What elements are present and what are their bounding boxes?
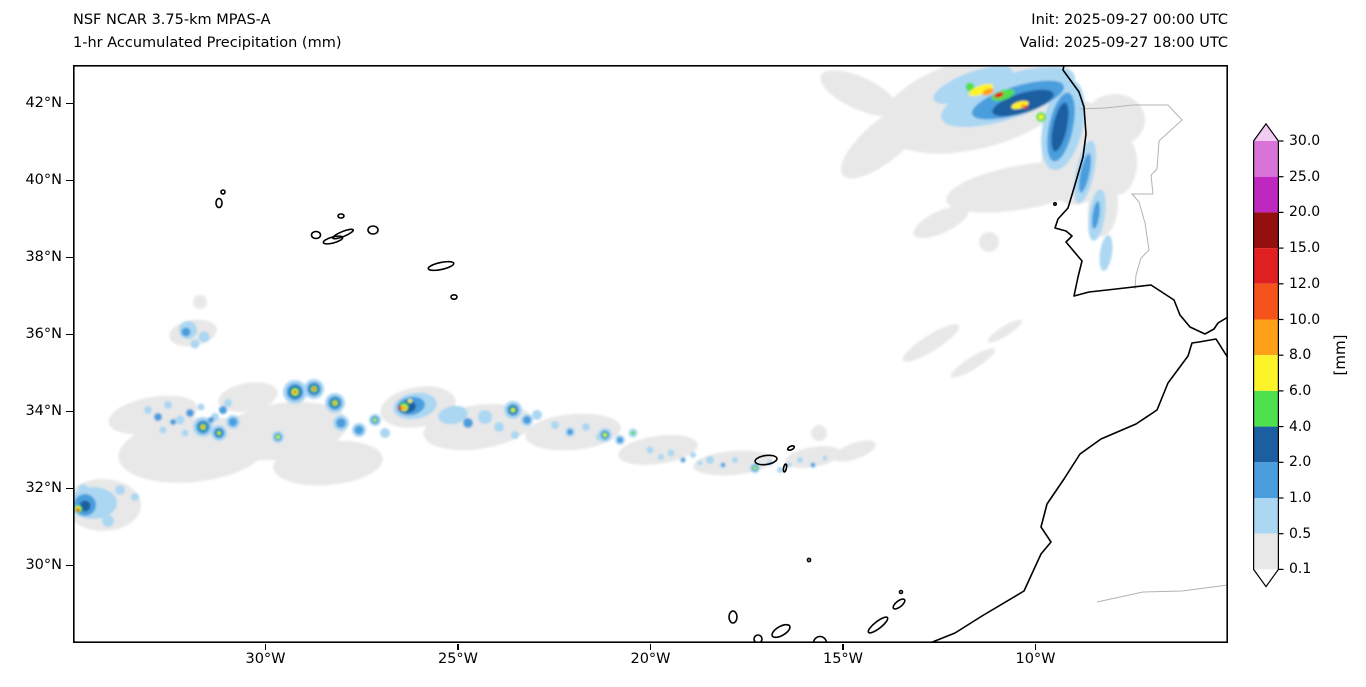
- sao-miguel-island: [427, 260, 455, 272]
- colorbar-segment: [1253, 283, 1279, 320]
- y-axis-tick: [66, 410, 73, 413]
- colorbar-unit-label: [mm]: [1331, 334, 1349, 376]
- precip-layer-0p1mm: [73, 65, 1145, 531]
- colorbar-tick-label: 30.0: [1289, 133, 1321, 149]
- madeira-island: [754, 454, 778, 466]
- y-axis-tick-label: 36°N: [25, 326, 62, 342]
- y-axis-tick: [66, 564, 73, 567]
- x-axis-tick-label: 20°W: [630, 651, 671, 667]
- country-borders: [1078, 104, 1228, 603]
- fuerteventura-island: [867, 616, 889, 634]
- colorbar-tick-label: 15.0: [1289, 240, 1321, 257]
- la-gomera-island: [753, 634, 763, 643]
- colorbar: [1253, 123, 1284, 588]
- y-axis-tick-label: 32°N: [25, 480, 62, 496]
- colorbar-tick-label: 10.0: [1289, 311, 1321, 328]
- colorbar-segment: [1253, 355, 1279, 391]
- flores-island: [215, 197, 223, 209]
- product-title: 1-hr Accumulated Precipitation (mm): [73, 35, 342, 51]
- colorbar-tick-label: 2.0: [1289, 454, 1312, 471]
- santa-maria-island: [450, 294, 458, 301]
- valid-time: Valid: 2025-09-27 18:00 UTC: [1019, 35, 1228, 51]
- x-axis-tick: [264, 644, 267, 650]
- la-palma-island: [728, 610, 738, 624]
- iberia-coastline: [1054, 65, 1228, 335]
- model-title: NSF NCAR 3.75-km MPAS-A: [73, 12, 271, 28]
- x-axis-tick-label: 30°W: [245, 651, 286, 667]
- africa-coastline: [929, 338, 1228, 643]
- plot-frame: [73, 65, 1228, 643]
- terceira-island: [367, 225, 379, 235]
- x-axis-tick: [842, 644, 844, 650]
- faial-island: [310, 230, 322, 240]
- precip-layer-12mm: [76, 92, 1028, 512]
- lanzarote-island: [892, 598, 906, 610]
- tenerife-island: [771, 623, 791, 639]
- colorbar-segment: [1253, 426, 1279, 463]
- colorbar-under-arrow: [1253, 569, 1279, 587]
- portugal-spain-border: [1078, 104, 1183, 290]
- colorbar-segment: [1253, 498, 1279, 534]
- porto-santo-island: [786, 444, 796, 452]
- x-axis-tick: [457, 644, 459, 650]
- colorbar-segment: [1253, 390, 1279, 427]
- colorbar-segment: [1253, 176, 1279, 213]
- x-axis-tick-label: 25°W: [437, 651, 479, 667]
- y-axis-tick: [66, 256, 73, 259]
- coastlines: [215, 65, 1228, 643]
- colorbar-segment: [1253, 533, 1279, 570]
- colorbar-tick-label: 8.0: [1289, 347, 1312, 364]
- precip-layer-8mm: [293, 88, 1025, 410]
- colorbar-segment: [1253, 462, 1279, 498]
- gran-canaria-island: [812, 635, 828, 643]
- berlengas-islet: [1052, 202, 1057, 207]
- colorbar-ticks: [1279, 140, 1284, 570]
- desertas-islands: [782, 463, 788, 473]
- x-axis-tick: [1034, 644, 1037, 650]
- pico-island: [322, 235, 344, 245]
- la-graciosa-island: [898, 589, 904, 595]
- colorbar-tick-label: 25.0: [1289, 168, 1321, 185]
- colorbar-tick-label: 12.0: [1289, 275, 1321, 292]
- graciosa-island: [337, 213, 345, 219]
- precipitation-field: [73, 65, 1145, 531]
- y-axis-tick-label: 34°N: [25, 403, 62, 419]
- colorbar-segment: [1253, 248, 1279, 284]
- y-axis-tick-label: 38°N: [25, 249, 62, 265]
- y-axis-tick: [66, 102, 73, 105]
- savage-islands: [806, 557, 812, 563]
- colorbar-segment: [1253, 319, 1279, 356]
- x-axis-tick-label: 10°W: [1015, 651, 1056, 667]
- colorbar-tick-label: 20.0: [1289, 204, 1321, 221]
- y-axis-tick-label: 42°N: [25, 95, 62, 111]
- x-axis-tick: [649, 644, 652, 650]
- y-axis-tick: [66, 333, 73, 336]
- colorbar-segment: [1253, 141, 1279, 177]
- y-axis-tick: [66, 179, 73, 182]
- x-axis-tick-label: 15°W: [822, 651, 864, 667]
- sao-jorge-island: [331, 228, 355, 240]
- colorbar-outline: [1253, 123, 1279, 588]
- colorbar-tick-label: 0.5: [1289, 525, 1312, 542]
- colorbar-tick-label: 1.0: [1289, 490, 1312, 506]
- y-axis-tick-label: 30°N: [25, 557, 62, 573]
- colorbar-tick-label: 6.0: [1289, 382, 1312, 399]
- corvo-island: [220, 189, 226, 195]
- morocco-algeria-border: [1096, 584, 1228, 603]
- map-plot: [73, 65, 1228, 643]
- y-axis-tick: [66, 487, 73, 490]
- y-axis-tick-label: 40°N: [25, 172, 62, 188]
- colorbar-segment: [1253, 212, 1279, 249]
- init-time: Init: 2025-09-27 00:00 UTC: [1031, 12, 1228, 28]
- colorbar-over-arrow: [1253, 123, 1279, 141]
- colorbar-tick-label: 4.0: [1289, 418, 1312, 435]
- colorbar-tick-label: 0.1: [1289, 561, 1312, 578]
